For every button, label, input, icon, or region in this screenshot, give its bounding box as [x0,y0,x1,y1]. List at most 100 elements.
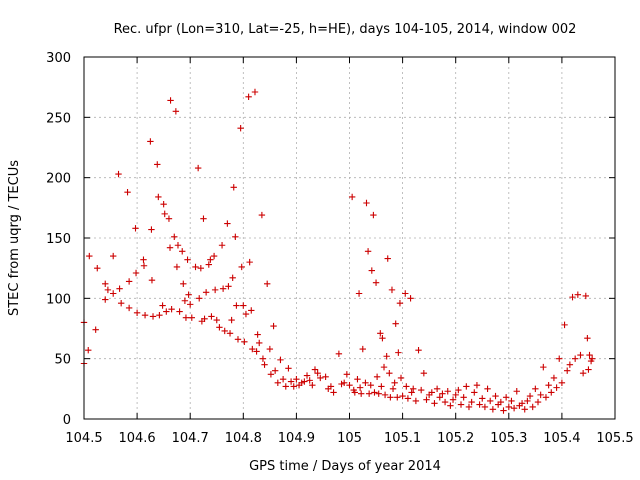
x-tick-label: 105.4 [543,431,580,446]
data-point [355,290,363,297]
data-point [207,256,214,263]
y-axis-label: STEC from uqrg / TECUs [7,160,22,316]
y-tick-label: 100 [46,292,71,307]
data-point [229,274,236,282]
data-point [487,397,494,405]
data-point [256,339,263,347]
data-point [362,379,369,386]
data-point [290,383,297,390]
data-point [210,252,218,260]
data-point [389,385,397,393]
data-point [415,347,422,354]
data-point [410,385,417,393]
data-point [582,292,589,300]
data-point [155,193,162,201]
data-point [253,348,260,355]
data-point [441,398,449,406]
data-point [226,330,234,337]
data-point [102,296,109,303]
data-point [149,313,157,320]
data-point [282,383,289,390]
x-tick-label: 105.3 [490,431,527,446]
data-point [172,108,180,115]
y-tick-label: 50 [54,353,71,368]
data-point [245,93,252,101]
data-point [167,97,174,104]
data-point [327,383,335,390]
data-point [569,293,576,301]
data-point [168,305,175,313]
data-point [251,88,259,96]
data-point [200,215,207,222]
data-point [132,269,140,277]
data-point [396,299,404,307]
data-point [141,312,149,319]
data-point [285,365,292,372]
data-point [484,385,491,393]
data-point [550,374,558,382]
data-point [534,398,542,406]
data-point [147,138,154,145]
data-point [444,388,451,395]
x-tick-label: 104.9 [278,431,315,446]
data-point [492,392,499,400]
data-point [408,389,415,396]
data-point [388,286,396,294]
data-point [261,361,268,368]
data-point [234,336,242,343]
data-point [148,226,155,233]
data-point [102,280,109,288]
data-point [163,308,170,315]
data-point [412,397,420,405]
data-point [232,233,239,240]
data-point [335,350,343,358]
y-tick-label: 200 [46,172,71,187]
grid [84,57,615,419]
data-point [279,375,287,383]
plot-frame [83,56,616,420]
data-point [173,263,181,271]
x-tick-label: 105.5 [596,431,633,446]
data-point [94,264,101,272]
x-tick-label: 105.2 [437,431,474,446]
data-point [187,301,194,308]
y-tick-label: 150 [46,232,71,247]
data-point [140,256,147,263]
data-point [110,290,117,297]
x-tick-label: 105 [337,431,362,446]
data-point [104,286,112,294]
data-point [330,389,337,396]
data-point [518,400,526,407]
data-point [384,255,391,262]
y-tick-label: 0 [63,413,71,428]
data-point [174,242,182,249]
data-point [213,316,220,324]
data-point [452,391,459,399]
data-point [370,211,377,219]
data-point [208,313,215,320]
x-tick-label: 105.1 [384,431,421,446]
data-point [439,390,446,397]
data-point [371,389,378,396]
data-point [545,382,552,389]
data-point [317,374,324,382]
data-point [373,373,381,380]
data-point [526,392,534,400]
data-point [566,361,574,368]
data-point [233,302,240,309]
data-point [364,248,372,255]
data-point [359,345,366,353]
data-point [115,170,122,178]
x-axis-label: GPS time / Days of year 2014 [249,459,441,474]
data-point [86,252,93,260]
data-point [379,334,386,342]
data-point [224,220,231,227]
data-point [266,345,274,353]
data-point [455,386,462,394]
data-point [179,248,186,255]
data-point [564,367,571,374]
x-tick-label: 104.8 [225,431,262,446]
data-point [125,278,133,285]
data-point [399,392,406,400]
